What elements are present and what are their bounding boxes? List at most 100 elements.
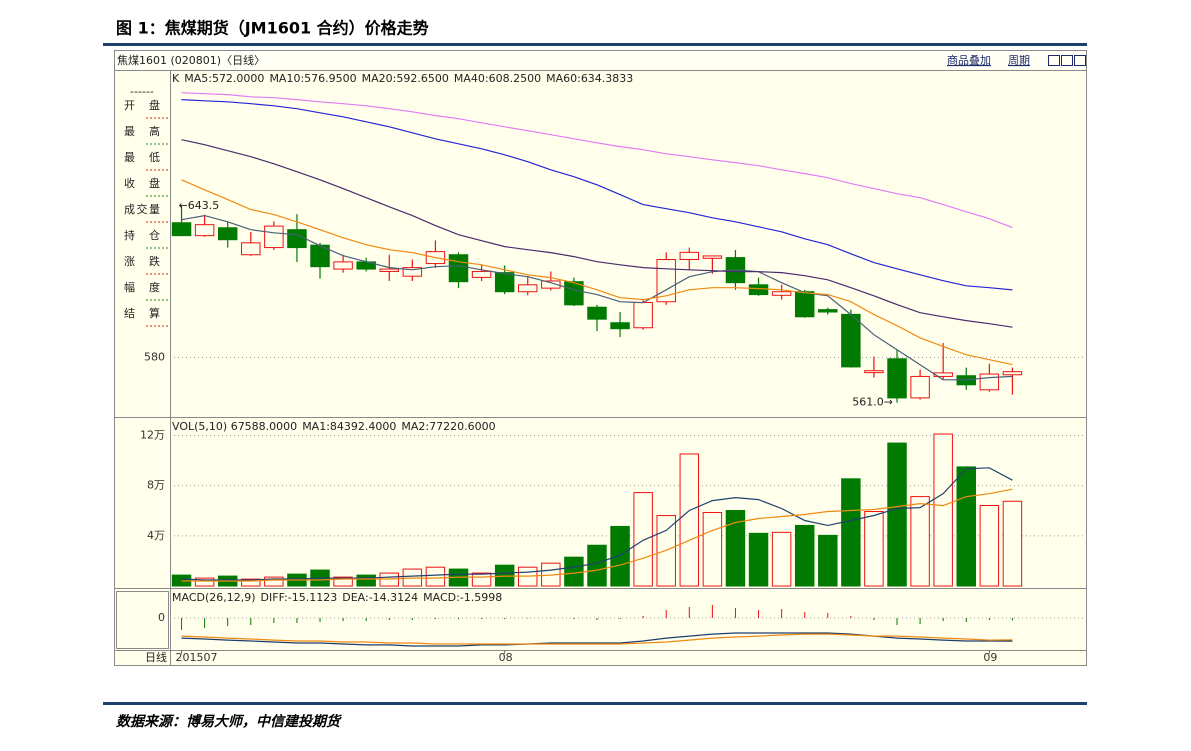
volume-bar [910,496,930,587]
candle-body [587,306,607,320]
volume-bar [241,578,261,587]
candle-body [264,225,284,249]
candle-body [679,251,700,261]
series-line [181,488,1013,582]
candle-body [794,291,815,318]
y-tick-label: 0 [158,611,165,624]
candle-body [541,280,561,289]
candle-body [287,229,307,249]
candle-body [610,322,630,330]
volume-bar [356,574,376,587]
candle-body [379,268,399,272]
series-line [181,214,1013,381]
y-tick-label: 8万 [147,479,165,492]
legend-entry: VOL(5,10) 67588.0000 [172,420,297,433]
candle-body [564,281,584,306]
series-line [181,179,1013,366]
series-line [181,99,1013,291]
x-tick-label: 09 [983,651,997,664]
source-rule [103,702,1087,705]
legend-entry: MA1:84392.4000 [302,420,396,433]
legend-entry: MA40:608.2500 [454,72,541,85]
candle-body [518,284,538,293]
toolbar [115,51,1086,70]
candle-body [402,267,423,277]
figure-title: 图 1：焦煤期货（JM1601 合约）价格走势 [116,19,429,38]
legend-entry: DEA:-14.3124 [342,591,418,604]
sidebar-dashes: ------ [130,85,154,98]
volume-bar [194,577,215,587]
y-tick-label: 580 [144,350,165,363]
toolbar-button[interactable]: 周期 [1008,54,1030,67]
legend-entry: K [172,72,180,85]
volume-bar [610,525,630,587]
symbol-label: 焦煤1601 (020801)〈日线〉 [117,53,265,67]
candle-body [494,272,515,293]
candle-body [171,222,192,237]
icon-button[interactable] [1074,55,1086,66]
candle-body [910,375,930,399]
series-line [181,633,1013,645]
candle-body [471,270,492,278]
legend-entry: MACD:-1.5998 [423,591,502,604]
icon-button[interactable] [1048,55,1060,66]
volume-bar [887,442,907,587]
volume-bar [425,566,446,587]
window-icons [1048,55,1086,66]
volume-bar [679,453,700,587]
series-line [181,139,1013,328]
series-line [181,92,1013,229]
legend-entry: MA60:634.3833 [546,72,633,85]
icon-button[interactable] [1061,55,1073,66]
volume-bar [633,492,653,587]
candle-body [217,227,238,241]
volume-bar [333,576,353,587]
volume-bar [725,510,746,587]
volume-bar [702,512,723,587]
y-tick-label: 12万 [140,429,165,442]
candle-body [818,309,838,313]
candle-body [979,373,1000,391]
period-label: 日线 [145,650,167,664]
volume-bar [794,524,815,587]
volume-bar [956,466,976,587]
max-annotation: ←643.5 [179,199,220,212]
candle-body [702,255,723,259]
legend-entry: MACD(26,12,9) [172,591,256,604]
series-line [181,467,1013,581]
sidebar-label: 成交量 [124,202,160,216]
legend-entry: MA5:572.0000 [184,72,264,85]
volume-bar [979,505,1000,587]
volume-bar [1002,500,1023,587]
volume-bar [587,544,607,587]
volume-bar [933,433,953,587]
legend-entry: MA20:592.6500 [362,72,449,85]
candle-body [194,224,215,237]
y-tick-label: 4万 [147,529,165,542]
title-rule [103,43,1087,46]
x-tick-label: 08 [499,651,513,664]
candle-body [448,254,469,283]
candle-body [656,259,676,303]
volume-bar [748,532,769,587]
legend-entry: DIFF:-15.1123 [261,591,338,604]
candle-body [864,370,884,374]
candle-body [241,242,261,256]
legend-entry: MA10:576.9500 [269,72,356,85]
volume-bar [471,572,492,587]
candle-body [748,284,769,296]
candle-body [933,372,953,377]
volume-bar [818,534,838,587]
legend-entry: MA2:77220.6000 [401,420,495,433]
macd-side-box [116,591,169,649]
candle-body [887,358,907,399]
source-note: 数据来源：博易大师，中信建投期货 [116,713,342,730]
toolbar-button[interactable]: 商品叠加 [947,53,991,67]
candle-body [771,291,792,296]
candle-body [1002,371,1023,376]
volume-bar [841,478,861,587]
candle-body [841,313,861,368]
volume-bar [864,511,884,587]
volume-bar [771,531,792,587]
volume-bar [564,556,584,587]
